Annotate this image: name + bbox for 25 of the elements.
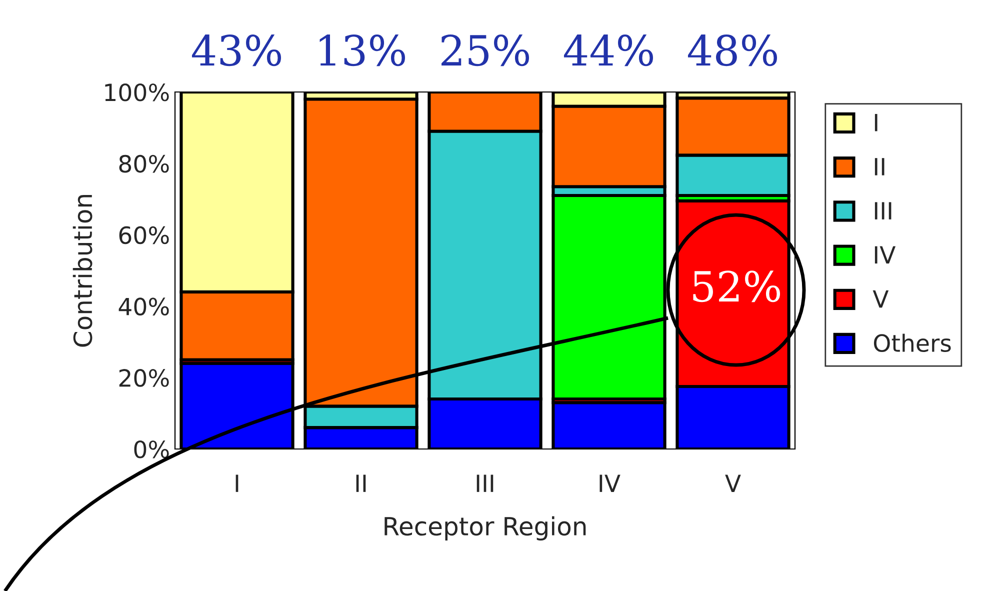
text: 44%	[564, 34, 654, 66]
legend-label: II	[874, 158, 884, 176]
y-tick-label: 80%	[119, 154, 169, 173]
text: 43%	[192, 34, 282, 66]
x-tick-label: I	[236, 474, 238, 492]
legend-label: III	[874, 202, 892, 220]
legend-label: V	[872, 290, 889, 308]
x-tick-label: V	[725, 474, 741, 492]
y-tick-label: 0%	[134, 440, 169, 458]
y-tick-label: 20%	[119, 369, 169, 387]
y-axis-title: Contribution	[72, 195, 92, 347]
y-tick-label: 100%	[105, 83, 169, 102]
legend-label: I	[874, 114, 878, 132]
x-tick-label: IV	[600, 474, 620, 492]
x-tick-label: II	[356, 474, 366, 492]
legend-label: IV	[874, 246, 896, 264]
text: 13%	[320, 34, 406, 66]
x-tick-label: III	[476, 474, 494, 492]
y-tick-label: 60%	[119, 226, 169, 244]
legend-label: Others	[874, 334, 951, 352]
annotation: 52%	[693, 270, 780, 302]
text: 25%	[442, 34, 530, 66]
x-axis-title: Receptor Region	[384, 516, 586, 540]
text: 48%	[688, 34, 778, 66]
y-tick-label: 40%	[118, 298, 169, 316]
